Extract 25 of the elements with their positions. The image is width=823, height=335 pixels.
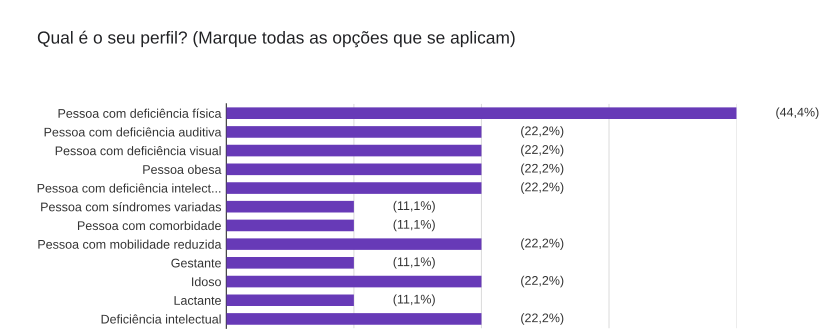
y-tick-label: Deficiência intelectual [102, 314, 221, 324]
y-tick-label: Gestante [171, 258, 221, 268]
y-tick-label: Pessoa com síndromes variadas [41, 202, 222, 212]
y-tick-label: Pessoa com mobilidade reduzida [38, 240, 222, 249]
data-label: (22,2%) [521, 182, 564, 194]
data-label: (11,1%) [394, 257, 435, 269]
data-label: (22,2%) [521, 313, 564, 325]
y-tick-label: Pessoa com comorbidade [78, 220, 221, 230]
data-label: (11,1%) [394, 220, 435, 232]
y-tick-label: Pessoa com deficiência física [58, 108, 222, 118]
y-tick-label: Idoso [192, 277, 221, 286]
data-label: (11,1%) [394, 294, 435, 306]
y-tick-label: Pessoa obesa [143, 164, 222, 174]
data-label: (22,2%) [521, 163, 564, 176]
data-label: (22,2%) [521, 238, 564, 250]
y-tick-label: Pessoa com deficiência auditiva [44, 127, 222, 137]
data-label: (11,1%) [394, 200, 435, 213]
data-label: (22,2%) [521, 276, 564, 288]
data-label: (22,2%) [521, 126, 564, 138]
y-tick-label: Pessoa com deficiência visual [56, 146, 221, 156]
chart-title: Qual é o seu perfil? (Marque todas as opções que se aplicam) [38, 30, 515, 48]
y-tick-label: Lactante [174, 296, 221, 305]
data-label: (44,4%) [776, 107, 818, 120]
y-tick-label: Pessoa com deficiência intelect... [38, 183, 220, 193]
data-label: (22,2%) [521, 144, 564, 156]
